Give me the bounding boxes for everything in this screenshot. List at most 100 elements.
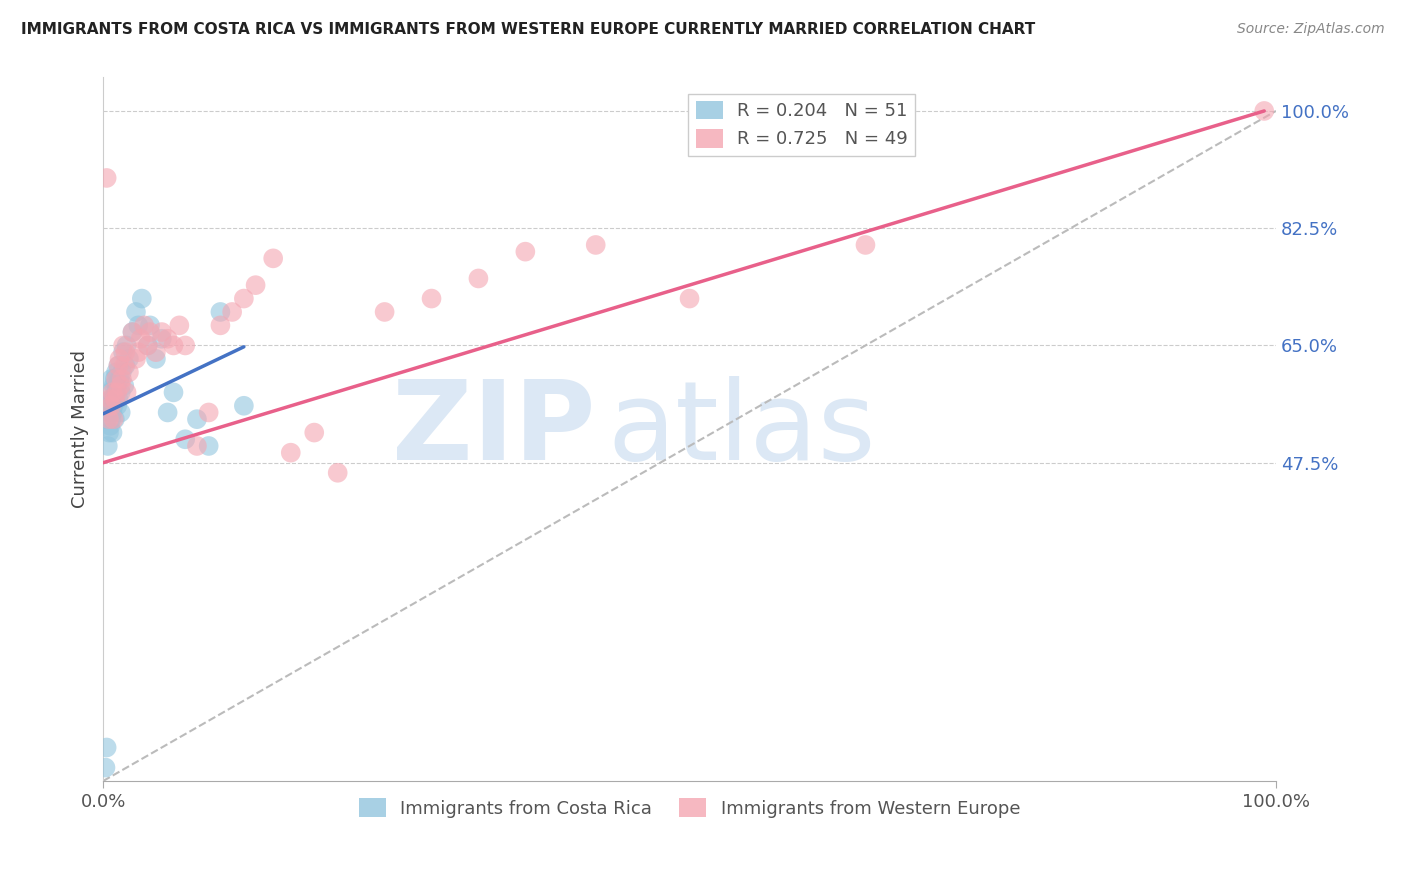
Point	[127, 345, 149, 359]
Point	[105, 378, 128, 392]
Point	[105, 385, 128, 400]
Point	[150, 325, 173, 339]
Point	[98, 418, 121, 433]
Point	[174, 338, 197, 352]
Point	[110, 378, 132, 392]
Point	[585, 238, 607, 252]
Point	[103, 412, 125, 426]
Point	[105, 399, 128, 413]
Point	[103, 399, 125, 413]
Point	[145, 351, 167, 366]
Point	[145, 345, 167, 359]
Point	[111, 365, 134, 379]
Point	[262, 252, 284, 266]
Point	[96, 740, 118, 755]
Point	[105, 385, 128, 400]
Legend: Immigrants from Costa Rica, Immigrants from Western Europe: Immigrants from Costa Rica, Immigrants f…	[352, 791, 1028, 825]
Point	[125, 351, 148, 366]
Point	[131, 292, 153, 306]
Point	[96, 170, 118, 185]
Point	[118, 351, 141, 366]
Point	[118, 365, 141, 379]
Point	[150, 332, 173, 346]
Point	[112, 338, 135, 352]
Point	[326, 466, 349, 480]
Point	[121, 325, 143, 339]
Point	[94, 761, 117, 775]
Point	[1253, 103, 1275, 118]
Point	[245, 278, 267, 293]
Point	[98, 405, 121, 419]
Point	[467, 271, 489, 285]
Point	[111, 372, 134, 386]
Point	[107, 359, 129, 373]
Point	[136, 338, 159, 352]
Point	[98, 425, 121, 440]
Point	[139, 318, 162, 333]
Point	[98, 399, 121, 413]
Point	[104, 392, 127, 406]
Point	[129, 332, 152, 346]
Point	[114, 345, 136, 359]
Point	[101, 425, 124, 440]
Point	[232, 292, 254, 306]
Point	[100, 392, 122, 406]
Point	[97, 399, 120, 413]
Point	[115, 385, 138, 400]
Point	[104, 392, 127, 406]
Point	[105, 372, 128, 386]
Point	[515, 244, 537, 259]
Point	[96, 412, 118, 426]
Point	[108, 372, 131, 386]
Point	[112, 345, 135, 359]
Point	[162, 338, 184, 352]
Point	[302, 425, 325, 440]
Point	[221, 305, 243, 319]
Point	[186, 439, 208, 453]
Point	[156, 405, 179, 419]
Point	[104, 412, 127, 426]
Point	[103, 378, 125, 392]
Point	[186, 412, 208, 426]
Point	[100, 372, 122, 386]
Y-axis label: Currently Married: Currently Married	[72, 351, 89, 508]
Text: ZIP: ZIP	[392, 376, 596, 483]
Point	[169, 318, 191, 333]
Point	[98, 392, 121, 406]
Point	[136, 338, 159, 352]
Point	[134, 318, 156, 333]
Point	[232, 399, 254, 413]
Point	[97, 439, 120, 453]
Point	[110, 405, 132, 419]
Point	[156, 332, 179, 346]
Point	[280, 445, 302, 459]
Point	[197, 439, 219, 453]
Text: Source: ZipAtlas.com: Source: ZipAtlas.com	[1237, 22, 1385, 37]
Point	[108, 351, 131, 366]
Point	[420, 292, 443, 306]
Point	[105, 365, 128, 379]
Point	[100, 399, 122, 413]
Point	[112, 378, 135, 392]
Text: IMMIGRANTS FROM COSTA RICA VS IMMIGRANTS FROM WESTERN EUROPE CURRENTLY MARRIED C: IMMIGRANTS FROM COSTA RICA VS IMMIGRANTS…	[21, 22, 1035, 37]
Point	[101, 405, 124, 419]
Point	[121, 325, 143, 339]
Point	[139, 325, 162, 339]
Point	[678, 292, 700, 306]
Point	[374, 305, 396, 319]
Point	[125, 305, 148, 319]
Point	[101, 385, 124, 400]
Point	[107, 359, 129, 373]
Point	[107, 392, 129, 406]
Point	[127, 318, 149, 333]
Point	[104, 372, 127, 386]
Point	[98, 385, 121, 400]
Point	[115, 338, 138, 352]
Point	[100, 412, 122, 426]
Point	[112, 359, 135, 373]
Point	[197, 405, 219, 419]
Point	[209, 305, 232, 319]
Text: atlas: atlas	[607, 376, 876, 483]
Point	[855, 238, 877, 252]
Point	[174, 432, 197, 446]
